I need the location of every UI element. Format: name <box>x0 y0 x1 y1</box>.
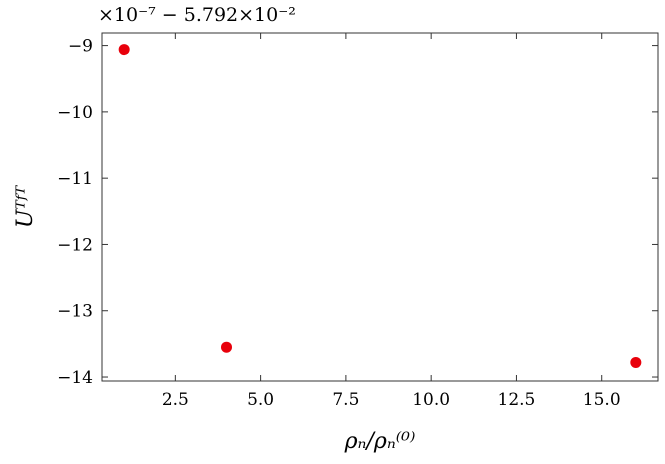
axis-ticks: 2.5 5.0 7.5 10.0 12.5 15.0 −9 −10 −11 −12 −13 −14 <box>57 33 658 410</box>
plot-area-frame <box>101 32 659 382</box>
x-tick-label: 10.0 <box>412 390 450 410</box>
y-tick-label: −13 <box>57 302 93 322</box>
y-axis-label: Uᵀᶠᵀ <box>13 184 38 228</box>
y-tick-label: −10 <box>57 103 93 123</box>
x-tick-label: 15.0 <box>583 390 621 410</box>
x-axis-label: ρₙ/ρₙ⁽⁰⁾ <box>344 429 416 454</box>
data-point <box>221 341 233 353</box>
x-tick-label: 12.5 <box>498 390 536 410</box>
y-tick-label: −14 <box>57 368 93 388</box>
x-tick-label: 7.5 <box>332 390 359 410</box>
x-tick-label: 2.5 <box>162 390 189 410</box>
data-points <box>118 44 642 368</box>
y-axis-offset-label: ×10⁻⁷ − 5.792×10⁻² <box>98 4 296 26</box>
data-point <box>630 356 642 368</box>
x-tick-label: 5.0 <box>247 390 274 410</box>
data-point <box>118 44 130 56</box>
y-tick-label: −9 <box>68 37 93 57</box>
y-tick-label: −11 <box>57 169 93 189</box>
y-tick-label: −12 <box>57 235 93 255</box>
